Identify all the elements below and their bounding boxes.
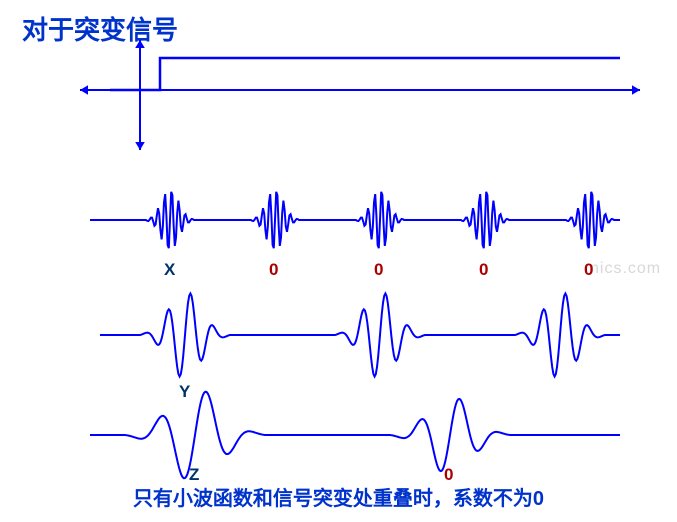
wavelet-label: Z xyxy=(189,465,199,485)
wavelet-label: 0 xyxy=(444,465,453,485)
wavelet-label: 0 xyxy=(479,260,488,280)
wavelet-label: Y xyxy=(179,382,190,402)
wavelet-label: 0 xyxy=(374,260,383,280)
wavelet-label: 0 xyxy=(584,260,593,280)
wavelet-diagram xyxy=(0,0,677,522)
wavelet-label: 0 xyxy=(269,260,278,280)
wavelet-label: X xyxy=(164,260,175,280)
